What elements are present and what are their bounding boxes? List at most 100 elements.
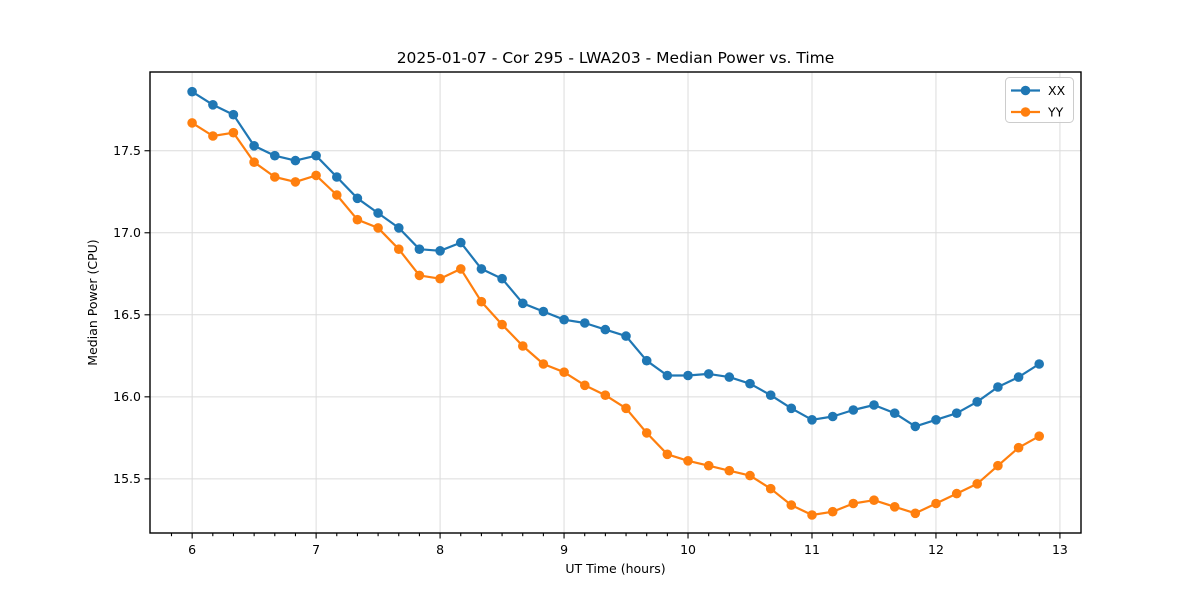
series-YY-marker (807, 510, 817, 520)
series-YY-marker (724, 465, 735, 476)
series-XX-marker (456, 237, 466, 248)
series-XX-marker (1034, 359, 1044, 369)
series-YY-marker (497, 319, 507, 330)
ticks (144, 150, 1061, 539)
legend: XX YY (1005, 77, 1074, 123)
grid (150, 72, 1081, 533)
legend-label: YY (1047, 104, 1064, 119)
series-XX-marker (497, 273, 507, 284)
series-YY-marker (270, 172, 280, 182)
series-XX-marker (1013, 372, 1024, 382)
series-YY-marker (889, 502, 900, 512)
chart-title: 2025-01-07 - Cor 295 - LWA203 - Median P… (397, 49, 835, 67)
tick-labels: 6 7 8 9 10 11 12 13 15.5 16.0 16.5 17.0 17.5 (113, 143, 1068, 557)
x-tick-label: 10 (680, 542, 696, 557)
series-XX-marker (848, 405, 859, 415)
series-YY-marker (827, 506, 838, 517)
series-XX-marker (641, 355, 652, 366)
series-YY-marker (208, 131, 218, 141)
series-XX-marker (910, 421, 921, 432)
series-XX-marker (290, 155, 301, 166)
series-XX-marker (807, 415, 817, 425)
series-YY-marker (435, 273, 445, 284)
series-XX-marker (270, 150, 280, 161)
series-XX-marker (559, 314, 569, 325)
series-YY-marker (352, 214, 363, 225)
series-YY-marker (518, 341, 528, 351)
series-YY-marker (910, 508, 921, 519)
axes-background (150, 72, 1081, 533)
series-YY-marker (931, 498, 941, 509)
series-XX-marker (889, 408, 900, 419)
series-XX-marker (187, 86, 197, 97)
series-XX-marker (972, 397, 982, 407)
series-XX-marker (352, 193, 363, 204)
y-tick-label: 16.0 (113, 389, 141, 404)
series-YY-marker (456, 264, 466, 274)
series-YY-marker (476, 296, 487, 307)
series-XX-marker (827, 411, 838, 422)
series-XX (187, 86, 1044, 432)
x-tick-label: 7 (312, 542, 320, 557)
series-XX-marker (228, 109, 239, 120)
series-XX-marker (745, 378, 755, 389)
series-YY-marker (786, 500, 797, 510)
y-tick-label: 17.5 (113, 143, 141, 158)
series-XX-marker (703, 369, 714, 379)
series-YY-marker (414, 270, 425, 281)
series-XX-marker (931, 415, 941, 425)
series-YY-marker (972, 479, 982, 489)
legend-label: XX (1048, 83, 1066, 98)
series-XX-marker (724, 372, 735, 382)
legend-marker (1020, 107, 1031, 117)
x-tick-label: 9 (560, 542, 568, 557)
series-XX-marker (786, 403, 797, 414)
series-XX-marker (600, 324, 611, 335)
series-XX-marker (662, 370, 673, 381)
series-YY-marker (745, 470, 755, 481)
series-YY-marker (311, 170, 321, 181)
x-tick-label: 11 (804, 542, 820, 557)
x-tick-label: 8 (436, 542, 444, 557)
series-XX-marker (249, 141, 259, 151)
y-tick-label: 17.0 (113, 225, 141, 240)
series-XX-marker (332, 172, 342, 182)
series-YY-marker (332, 190, 342, 200)
series-YY-marker (559, 367, 569, 378)
series-XX-marker (580, 318, 590, 328)
series-YY-marker (187, 118, 197, 128)
series-YY-marker (373, 223, 383, 233)
series-XX-marker (435, 246, 445, 256)
series-YY-marker (538, 359, 549, 369)
series-YY-marker (641, 428, 652, 438)
series-XX-marker (414, 244, 425, 254)
series-YY (187, 118, 1044, 520)
series-YY-marker (249, 157, 259, 167)
series-YY-marker (1013, 442, 1024, 453)
y-tick-label: 16.5 (113, 307, 141, 322)
series-YY-marker (600, 390, 611, 401)
x-tick-label: 6 (188, 542, 196, 557)
legend-marker (1020, 85, 1031, 96)
series-XX-marker (869, 400, 879, 410)
series-YY-marker (765, 483, 776, 494)
y-tick-label: 15.5 (113, 471, 141, 486)
series-YY-marker (848, 498, 859, 509)
series-YY-marker (290, 177, 301, 187)
series-XX-marker (373, 208, 383, 218)
series-YY-marker (683, 456, 693, 466)
series-XX-marker (518, 298, 528, 309)
series-YY-marker (869, 495, 879, 506)
series-YY-marker (951, 488, 962, 499)
series-XX-marker (951, 408, 962, 419)
series-XX-marker (538, 306, 549, 317)
series-YY-marker (394, 244, 404, 254)
series-YY-marker (703, 460, 714, 471)
axes-frame (149, 71, 1082, 534)
series-XX-marker (683, 370, 693, 381)
series-YY-marker (621, 403, 631, 414)
series-XX-marker (208, 100, 218, 110)
series-YY-marker (1034, 431, 1044, 442)
